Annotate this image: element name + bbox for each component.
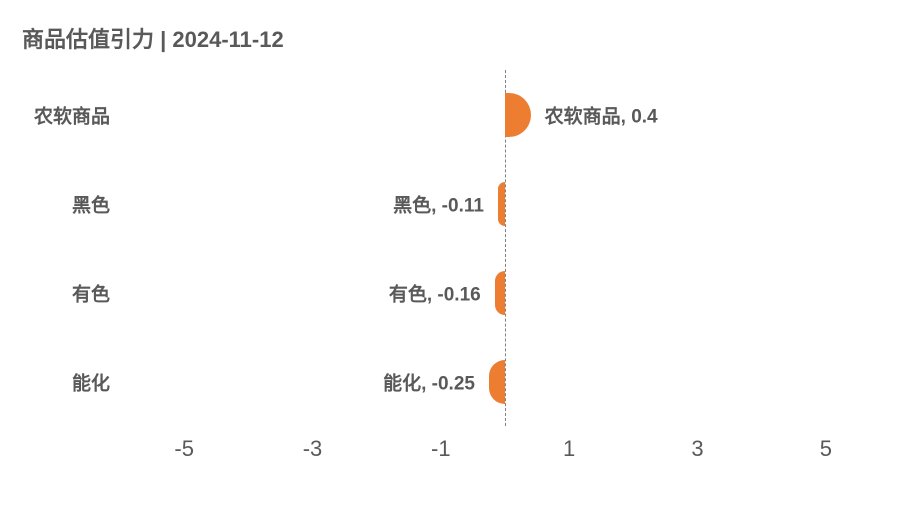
chart-plot-area: 农软商品, 0.4 黑色, -0.11 有色, -0.16 能化, -0.25 xyxy=(120,70,890,426)
y-axis-label: 黑色 xyxy=(72,190,110,217)
x-axis-tick: 3 xyxy=(691,436,703,462)
bar xyxy=(498,182,505,226)
x-axis-tick: -1 xyxy=(431,436,451,462)
chart-title: 商品估值引力 | 2024-11-12 xyxy=(22,22,284,54)
x-axis-tick: -5 xyxy=(174,436,194,462)
x-axis-tick: -3 xyxy=(303,436,323,462)
bar xyxy=(489,360,505,404)
y-axis-label: 能化 xyxy=(72,368,110,395)
bar xyxy=(495,271,505,315)
data-label: 农软商品, 0.4 xyxy=(545,101,658,128)
bar xyxy=(505,93,531,137)
y-axis-label: 有色 xyxy=(72,279,110,306)
data-label: 能化, -0.25 xyxy=(383,368,475,395)
x-axis-tick: 5 xyxy=(820,436,832,462)
data-label: 有色, -0.16 xyxy=(389,279,481,306)
data-label: 黑色, -0.11 xyxy=(393,190,484,217)
y-axis-label: 农软商品 xyxy=(34,101,110,128)
x-axis-tick: 1 xyxy=(563,436,575,462)
